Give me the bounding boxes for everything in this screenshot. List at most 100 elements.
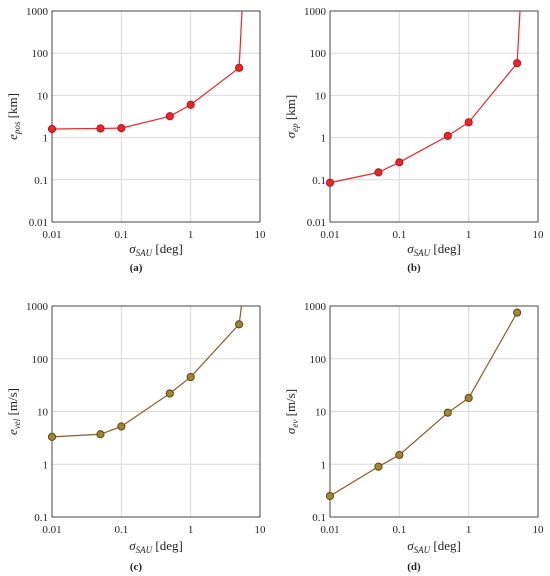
- x-axis-label-symbol: σ: [129, 241, 136, 256]
- x-tick-label: 0.01: [320, 524, 339, 536]
- y-tick-label: 100: [32, 48, 49, 60]
- series-line: [330, 312, 518, 497]
- series-line: [52, 11, 243, 130]
- x-axis-label-subscript: SAU: [414, 248, 431, 258]
- x-tick-label: 0.01: [42, 229, 61, 241]
- x-tick-label: 0.1: [392, 524, 406, 536]
- y-tick-label: 1000: [304, 6, 327, 18]
- y-axis-label-symbol: e: [5, 429, 20, 435]
- x-axis-label: σSAU [deg]: [129, 241, 183, 258]
- y-tick-label: 1: [43, 133, 49, 145]
- y-axis-label: σep [km]: [283, 95, 300, 138]
- data-point: [117, 123, 126, 133]
- x-tick-label: 0.1: [114, 524, 128, 536]
- x-tick-label: 0.01: [320, 229, 339, 241]
- y-tick-label: 100: [310, 48, 327, 60]
- plot-frame: [329, 10, 539, 223]
- x-tick-label: 0.01: [42, 524, 61, 536]
- y-axis-label-subscript: ep: [290, 123, 300, 132]
- y-axis-label-symbol: e: [5, 134, 20, 140]
- data-point: [47, 432, 57, 441]
- x-axis-label-unit: [deg]: [152, 241, 183, 256]
- data-point: [235, 320, 244, 329]
- x-axis-label-subscript: SAU: [136, 248, 153, 258]
- y-axis-label-subscript: ev: [290, 420, 300, 428]
- x-tick-label: 10: [255, 229, 267, 241]
- y-tick-label: 100: [310, 354, 327, 366]
- data-point: [235, 63, 244, 72]
- plot-frame: [51, 305, 261, 518]
- x-tick-label: 10: [255, 524, 267, 536]
- y-tick-label: 0.1: [312, 175, 326, 187]
- x-tick-label: 10: [533, 524, 545, 536]
- y-tick-label: 1: [321, 459, 327, 471]
- data-point: [325, 491, 335, 501]
- y-tick-label: 0.1: [34, 512, 48, 524]
- y-tick-label: 100: [32, 354, 49, 366]
- y-tick-label: 1000: [304, 301, 327, 313]
- data-point: [464, 393, 473, 403]
- x-tick-label: 10: [533, 229, 545, 241]
- x-axis-label-unit: [deg]: [152, 538, 183, 553]
- y-axis-label: epos [km]: [5, 93, 22, 140]
- y-axis-label: σev [m/s]: [283, 389, 300, 434]
- panel-caption: (c): [130, 561, 143, 573]
- y-tick-label: 10: [37, 407, 49, 419]
- data-point: [186, 372, 195, 382]
- x-axis-label: σSAU [deg]: [407, 538, 461, 555]
- x-axis-label-unit: [deg]: [430, 241, 461, 256]
- x-axis-label-symbol: σ: [407, 241, 414, 256]
- data-point: [165, 389, 174, 398]
- data-point: [117, 422, 126, 431]
- y-tick-label: 0.1: [312, 512, 326, 524]
- panel-caption: (d): [407, 561, 421, 573]
- data-point: [325, 178, 335, 187]
- x-axis-label-symbol: σ: [407, 538, 414, 553]
- data-point: [395, 450, 404, 460]
- panel-caption: (b): [407, 262, 421, 274]
- x-tick-label: 1: [188, 524, 194, 536]
- data-point: [443, 408, 452, 417]
- data-point: [513, 308, 522, 317]
- x-axis-label: σSAU [deg]: [129, 538, 183, 555]
- x-tick-label: 0.1: [392, 229, 406, 241]
- x-axis-label-unit: [deg]: [430, 538, 461, 553]
- y-axis-label-unit: [km]: [5, 93, 20, 122]
- data-point: [464, 118, 473, 127]
- y-axis-label-subscript: pos: [12, 121, 22, 135]
- y-tick-label: 1: [43, 459, 49, 471]
- y-axis-label-unit: [m/s]: [5, 388, 20, 419]
- plot-frame: [51, 10, 261, 223]
- data-point: [395, 158, 404, 167]
- y-axis-label-unit: [km]: [283, 95, 298, 124]
- y-tick-label: 0.01: [307, 217, 326, 229]
- y-axis-label-subscript: vel: [12, 418, 22, 429]
- data-point: [47, 124, 57, 134]
- chart-panel-1: 0.01 0.1 1 10 0.01 0.1 1 10 100 1000 σSAU [deg] epo…: [5, 6, 266, 274]
- y-tick-label: 0.01: [29, 217, 48, 229]
- y-axis-label-symbol: σ: [283, 131, 298, 138]
- series-line: [52, 306, 243, 438]
- x-tick-label: 1: [466, 524, 472, 536]
- y-axis-label-unit: [m/s]: [283, 389, 298, 420]
- data-point: [374, 168, 383, 177]
- y-tick-label: 0.1: [34, 175, 48, 187]
- x-tick-label: 1: [466, 229, 472, 241]
- data-point: [443, 131, 452, 140]
- y-tick-label: 1000: [26, 301, 49, 313]
- data-point: [186, 100, 195, 109]
- plot-frame: [329, 305, 539, 518]
- x-axis-label-subscript: SAU: [414, 545, 431, 555]
- data-point: [513, 59, 522, 68]
- data-point: [374, 462, 383, 471]
- panel-caption: (a): [130, 262, 143, 274]
- y-axis-label: evel [m/s]: [5, 388, 22, 435]
- y-tick-label: 1000: [26, 6, 49, 18]
- x-axis-label: σSAU [deg]: [407, 241, 461, 258]
- x-tick-label: 0.1: [114, 229, 128, 241]
- y-tick-label: 1: [321, 133, 327, 145]
